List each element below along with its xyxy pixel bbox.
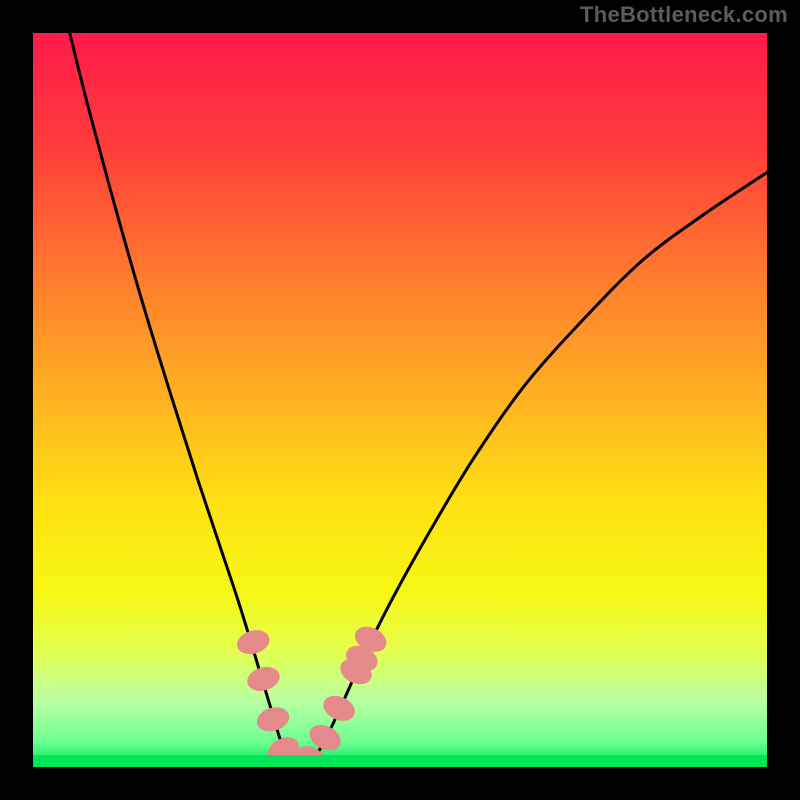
page-root: TheBottleneck.com: [0, 0, 800, 800]
curve-marker: [245, 664, 282, 694]
curve-marker: [320, 692, 358, 725]
bottom-green-strip: [33, 755, 767, 767]
curve-marker: [235, 627, 272, 657]
plot-area: [33, 33, 767, 767]
marker-layer: [33, 33, 767, 767]
watermark-text: TheBottleneck.com: [580, 2, 788, 28]
curve-marker: [255, 704, 292, 734]
